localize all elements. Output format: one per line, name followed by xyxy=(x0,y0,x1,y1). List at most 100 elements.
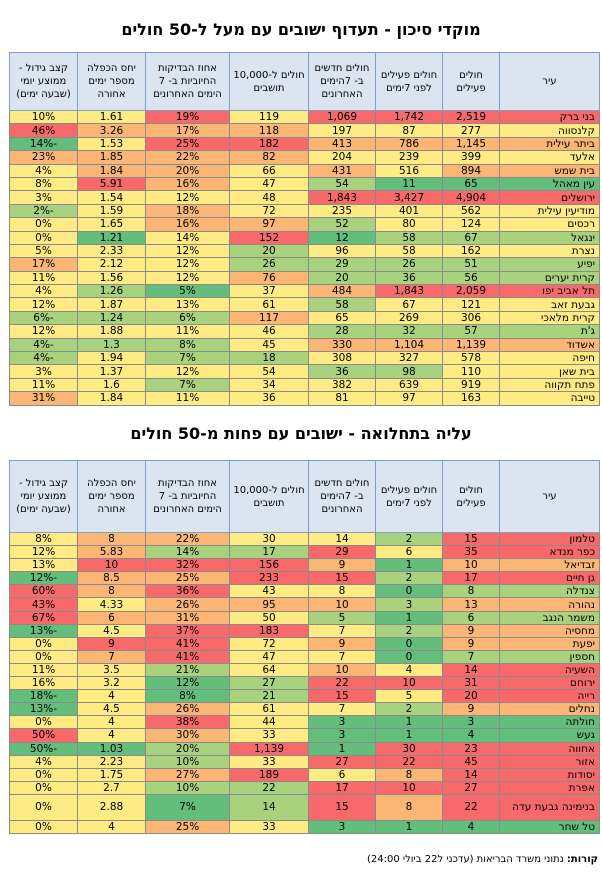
table-row: 12% 1.87 13% 61 58 67 121 גבעת זאב xyxy=(9,297,600,312)
active-patients-cell: 2,059 xyxy=(442,284,500,299)
doubling-ratio-cell: 1.88 xyxy=(77,324,146,339)
active-7d-ago-cell: 2 xyxy=(375,571,443,586)
growth-rate-cell: 0% xyxy=(9,649,78,664)
growth-rate-cell: 43% xyxy=(9,597,78,612)
positive-tests-cell: 30% xyxy=(145,728,230,743)
growth-rate-cell: 50% xyxy=(9,728,78,743)
active-7d-ago-cell: 10 xyxy=(375,676,443,691)
new-patients-cell: 5 xyxy=(308,610,376,625)
city-name-cell: בית שמש xyxy=(499,163,600,178)
active-7d-ago-cell: 0 xyxy=(375,584,443,599)
active-patients-cell: 10 xyxy=(442,558,500,573)
active-7d-ago-cell: 80 xyxy=(375,217,443,232)
per-10k-cell: 182 xyxy=(229,136,309,152)
active-7d-ago-cell: 8 xyxy=(375,767,443,782)
active-patients-cell: 14 xyxy=(442,662,500,678)
doubling-ratio-cell: 1.3 xyxy=(77,337,146,353)
active-patients-cell: 22 xyxy=(442,793,500,821)
growth-rate-cell: 0% xyxy=(9,715,78,730)
per-10k-cell: 26 xyxy=(229,257,309,272)
header-active-patients: חולים פעילים xyxy=(442,460,500,533)
per-10k-cell: 233 xyxy=(229,571,309,586)
positive-tests-cell: 41% xyxy=(145,649,230,664)
active-7d-ago-cell: 0 xyxy=(375,636,443,651)
growth-rate-cell: 2%- xyxy=(9,203,78,219)
city-name-cell: נצרת xyxy=(499,243,600,259)
positive-tests-cell: 11% xyxy=(145,391,230,406)
active-patients-cell: 13 xyxy=(442,597,500,612)
new-patients-cell: 28 xyxy=(308,324,376,339)
table-row: 0% 1.65 16% 97 52 80 124 רכסים xyxy=(9,217,600,232)
positive-tests-cell: 12% xyxy=(145,243,230,259)
new-patients-cell: 382 xyxy=(308,377,376,393)
growth-rate-cell: 4% xyxy=(9,163,78,178)
positive-tests-cell: 21% xyxy=(145,662,230,678)
active-7d-ago-cell: 10 xyxy=(375,780,443,795)
growth-rate-cell: 17% xyxy=(9,257,78,272)
per-10k-cell: 72 xyxy=(229,636,309,651)
new-patients-cell: 22 xyxy=(308,676,376,691)
positive-tests-cell: 22% xyxy=(145,150,230,165)
positive-tests-cell: 8% xyxy=(145,689,230,704)
doubling-ratio-cell: 2.88 xyxy=(77,793,146,821)
city-name-cell: קלנסווה xyxy=(499,123,600,138)
doubling-ratio-cell: 1.61 xyxy=(77,109,146,125)
per-10k-cell: 17 xyxy=(229,545,309,560)
table-row: 0% 2.88 7% 14 15 8 22 בנימינה גבעת עדה xyxy=(9,793,600,821)
new-patients-cell: 29 xyxy=(308,545,376,560)
growth-rate-cell: 13%- xyxy=(9,702,78,717)
city-name-cell: אפרת xyxy=(499,780,600,795)
city-name-cell: יפעת xyxy=(499,636,600,651)
city-name-cell: בני ברק xyxy=(499,109,600,125)
active-patients-cell: 163 xyxy=(442,391,500,406)
risk-header-row: קצב גידול - ממוצע יומי (שבעה ימים) יחס ה… xyxy=(9,52,600,111)
active-7d-ago-cell: 22 xyxy=(375,754,443,769)
positive-tests-cell: 19% xyxy=(145,109,230,125)
active-patients-cell: 124 xyxy=(442,217,500,232)
doubling-ratio-cell: 4 xyxy=(77,689,146,704)
new-patients-cell: 65 xyxy=(308,310,376,326)
risk-cities-table: קצב גידול - ממוצע יומי (שבעה ימים) יחס ה… xyxy=(9,52,600,406)
active-patients-cell: 2,519 xyxy=(442,109,500,125)
active-7d-ago-cell: 2 xyxy=(375,623,443,638)
per-10k-cell: 72 xyxy=(229,203,309,219)
table-row: 46% 3.26 17% 118 197 87 277 קלנסווה xyxy=(9,123,600,138)
active-patients-cell: 23 xyxy=(442,741,500,756)
growth-rate-cell: 10% xyxy=(9,109,78,125)
growth-rate-cell: 6%- xyxy=(9,310,78,326)
city-name-cell: טל שחר xyxy=(499,819,600,835)
city-name-cell: ירושלים xyxy=(499,190,600,205)
table-row: 8% 8 22% 30 14 2 15 טלמון xyxy=(9,531,600,547)
active-7d-ago-cell: 67 xyxy=(375,297,443,312)
active-patients-cell: 1,139 xyxy=(442,337,500,353)
growth-rate-cell: 11% xyxy=(9,270,78,286)
positive-tests-cell: 26% xyxy=(145,597,230,612)
table-row: 6%- 1.24 6% 117 65 269 306 קרית מלאכי xyxy=(9,310,600,326)
active-patients-cell: 27 xyxy=(442,780,500,795)
per-10k-cell: 43 xyxy=(229,584,309,599)
city-name-cell: ירוחם xyxy=(499,676,600,691)
per-10k-cell: 48 xyxy=(229,190,309,205)
source-text: נתוני משרד הבריאות (עדכני ל22 ביולי 24:0… xyxy=(366,854,567,865)
city-name-cell: גבעת זאב xyxy=(499,297,600,312)
rising-cities-table: קצב גידול - ממוצע יומי (שבעה ימים) יחס ה… xyxy=(9,460,600,835)
per-10k-cell: 117 xyxy=(229,310,309,326)
new-patients-cell: 54 xyxy=(308,176,376,192)
growth-rate-cell: 46% xyxy=(9,123,78,138)
table-row: 0% 1.21 14% 152 12 58 67 ינגאל xyxy=(9,230,600,245)
table-row: 3% 1.37 12% 54 36 98 110 בית שאן xyxy=(9,364,600,379)
growth-rate-cell: 50%- xyxy=(9,741,78,756)
active-patients-cell: 3 xyxy=(442,715,500,730)
doubling-ratio-cell: 2.12 xyxy=(77,257,146,272)
doubling-ratio-cell: 8.5 xyxy=(77,571,146,586)
active-patients-cell: 6 xyxy=(442,610,500,625)
growth-rate-cell: 0% xyxy=(9,230,78,245)
city-name-cell: חספין xyxy=(499,649,600,664)
active-7d-ago-cell: 2 xyxy=(375,531,443,547)
city-name-cell: בנימינה גבעת עדה xyxy=(499,793,600,821)
positive-tests-cell: 7% xyxy=(145,793,230,821)
doubling-ratio-cell: 4.33 xyxy=(77,597,146,612)
risk-table-title: מוקדי סיכון - תעדוף ישובים עם מעל ל-50 ח… xyxy=(121,20,481,39)
city-name-cell: תל אביב יפו xyxy=(499,284,600,299)
city-name-cell: כפר מנדא xyxy=(499,545,600,560)
